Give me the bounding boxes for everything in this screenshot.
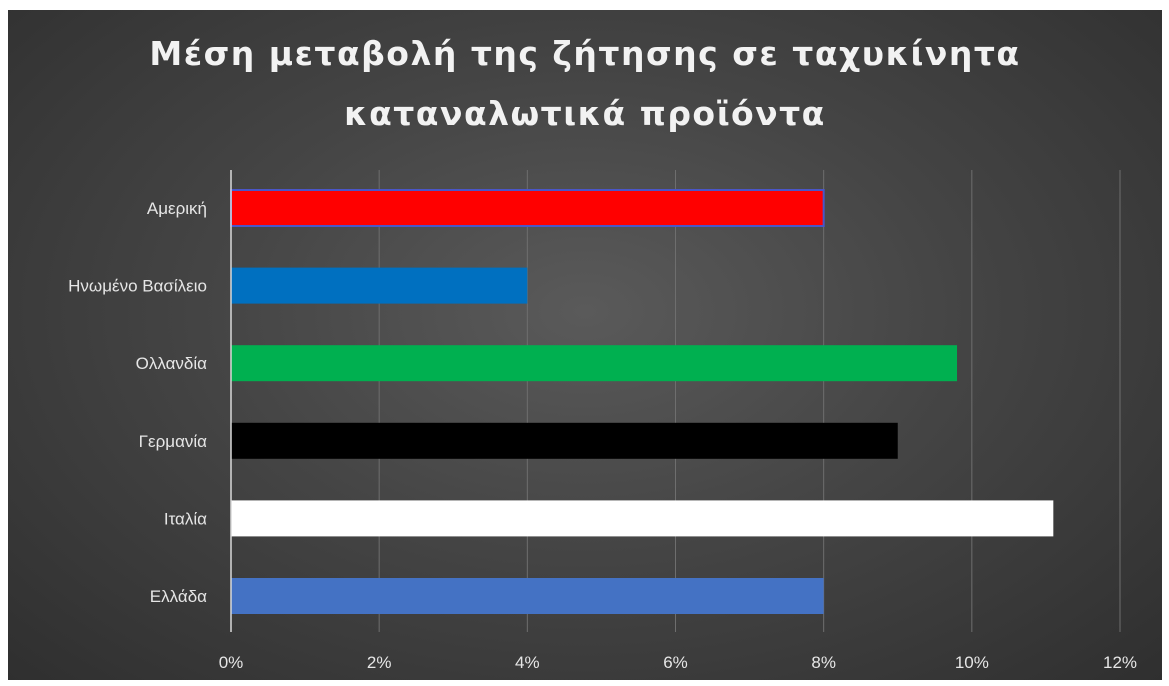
x-tick-label: 4% <box>515 653 540 672</box>
bar <box>231 422 898 459</box>
category-label: Ηνωμένο Βασίλειο <box>68 277 207 296</box>
x-tick-label: 6% <box>663 653 688 672</box>
bar <box>230 189 825 227</box>
x-tick-label: 8% <box>811 653 836 672</box>
x-tick-label: 0% <box>219 653 244 672</box>
x-tick-label: 12% <box>1103 653 1137 672</box>
labels: 0% 2% 4% 6% 8% 10% 12% Αμερική Ηνωμένο Βασίλειο Ο… <box>68 199 1137 672</box>
bars <box>230 189 1054 614</box>
category-label: Αμερική <box>147 199 207 218</box>
bar <box>231 267 528 304</box>
x-tick-label: 2% <box>367 653 392 672</box>
bar <box>231 578 824 614</box>
category-label: Ελλάδα <box>150 587 207 606</box>
x-tick-label: 10% <box>955 653 989 672</box>
gridlines <box>378 170 1121 632</box>
category-label: Ολλανδία <box>136 354 208 373</box>
bar <box>231 345 958 382</box>
category-label: Γερμανία <box>139 432 208 451</box>
chart-title-line-2: καταναλωτικά προϊόντα <box>344 94 826 133</box>
chart-title-line-1: Μέση μεταβολή της ζήτησης σε ταχυκίνητα <box>149 34 1021 73</box>
bar <box>231 500 1054 537</box>
bar-chart-plot: 0% 2% 4% 6% 8% 10% 12% Αμερική Ηνωμένο Βασίλειο Ο… <box>68 170 1137 672</box>
chart-frame: Μέση μεταβολή της ζήτησης σε ταχυκίνητα … <box>8 10 1162 680</box>
category-label: Ιταλία <box>164 509 207 528</box>
